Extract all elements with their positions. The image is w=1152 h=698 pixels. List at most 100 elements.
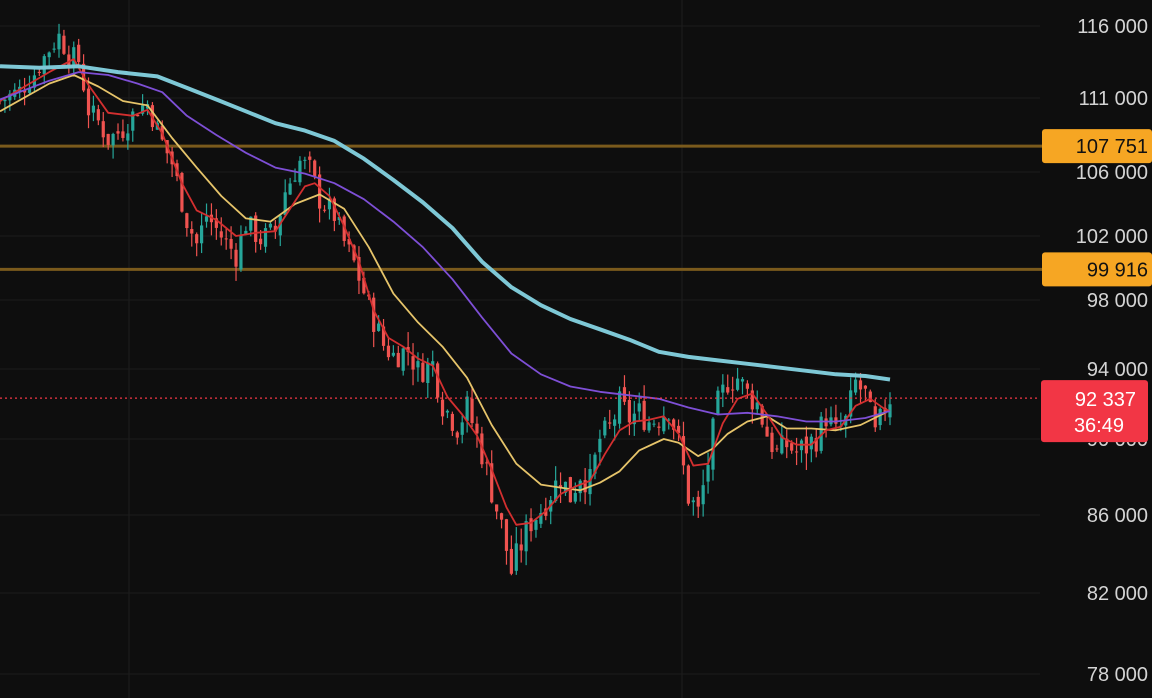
candle-body bbox=[780, 435, 784, 454]
candle-body bbox=[490, 463, 494, 503]
candle-body bbox=[77, 44, 81, 62]
candle-body bbox=[475, 423, 479, 434]
candle-body bbox=[573, 492, 577, 502]
candle-body bbox=[195, 234, 199, 244]
candle-body bbox=[214, 218, 218, 228]
level-tag bbox=[1042, 252, 1152, 287]
candle-body bbox=[706, 464, 710, 482]
candle-body bbox=[853, 379, 858, 393]
candle-body bbox=[445, 410, 450, 413]
level-tag-label: 99 916 bbox=[1087, 259, 1148, 281]
candle-body bbox=[519, 544, 523, 551]
candle-body bbox=[691, 500, 695, 503]
candle-body bbox=[57, 33, 61, 50]
candle-body bbox=[721, 384, 725, 393]
candle-body bbox=[72, 47, 76, 67]
candle-body bbox=[681, 436, 686, 466]
candle-body bbox=[268, 223, 273, 228]
candle-body bbox=[524, 521, 528, 552]
candle-body bbox=[52, 48, 56, 50]
candle-body bbox=[436, 363, 440, 398]
candle-body bbox=[313, 160, 317, 177]
candle-body bbox=[455, 432, 459, 438]
candle-body bbox=[627, 400, 631, 423]
candle-body bbox=[849, 390, 853, 417]
candle-body bbox=[598, 438, 602, 453]
y-tick-label: 116 000 bbox=[1077, 16, 1148, 38]
countdown-label: 36:49 bbox=[1074, 415, 1124, 437]
candle-body bbox=[558, 485, 563, 489]
candle-body bbox=[740, 379, 745, 382]
candle-body bbox=[662, 417, 666, 432]
candle-body bbox=[401, 348, 405, 371]
candle-body bbox=[785, 438, 789, 448]
candle-body bbox=[711, 418, 715, 470]
candle-body bbox=[637, 403, 641, 412]
candle-body bbox=[249, 216, 253, 231]
candle-body bbox=[327, 199, 332, 210]
y-tick-label: 82 000 bbox=[1087, 583, 1148, 605]
candle-body bbox=[790, 443, 794, 451]
candle-body bbox=[347, 239, 351, 245]
current-price-label: 92 337 bbox=[1075, 389, 1136, 411]
candle-body bbox=[652, 423, 656, 425]
candle-body bbox=[539, 512, 543, 524]
candle-body bbox=[190, 229, 194, 234]
horizontal-gridlines bbox=[0, 25, 1040, 675]
candle-body bbox=[396, 352, 400, 368]
candle-body bbox=[332, 198, 336, 221]
moving-averages bbox=[0, 58, 891, 526]
candle-body bbox=[62, 35, 66, 54]
candle-body bbox=[136, 114, 140, 117]
candle-body bbox=[470, 398, 474, 424]
y-tick-label: 94 000 bbox=[1087, 359, 1148, 381]
candle-body bbox=[554, 480, 558, 502]
candle-body bbox=[613, 419, 617, 426]
current-price-tag bbox=[1041, 380, 1148, 443]
candle-body bbox=[809, 436, 813, 450]
candle-body bbox=[696, 496, 700, 507]
candle-body bbox=[716, 390, 720, 415]
candle-body bbox=[411, 356, 415, 370]
moving-average-line bbox=[0, 64, 891, 382]
candle-body bbox=[495, 504, 499, 512]
candle-body bbox=[465, 396, 469, 421]
candle-body bbox=[239, 235, 243, 270]
candle-body bbox=[67, 54, 71, 66]
candle-body bbox=[116, 131, 120, 134]
candle-body bbox=[431, 361, 435, 366]
candle-body bbox=[834, 417, 838, 424]
candle-body bbox=[504, 519, 509, 551]
candle-body bbox=[96, 109, 100, 121]
candle-body bbox=[318, 174, 322, 209]
candle-body bbox=[529, 518, 533, 532]
candle-body bbox=[667, 419, 671, 421]
candle-body bbox=[583, 480, 587, 493]
candle-body bbox=[608, 422, 612, 424]
candle-body bbox=[180, 172, 184, 212]
candle-body bbox=[106, 133, 110, 145]
candle-body bbox=[288, 183, 292, 195]
candle-body bbox=[883, 407, 887, 414]
candle-body bbox=[794, 451, 799, 453]
candle-body bbox=[450, 413, 454, 431]
candle-body bbox=[775, 448, 779, 450]
candle-body bbox=[686, 465, 690, 504]
vertical-gridlines bbox=[128, 0, 683, 698]
candle-body bbox=[322, 209, 327, 211]
candle-body bbox=[563, 481, 568, 493]
candle-body bbox=[765, 426, 769, 437]
candle-body bbox=[259, 238, 263, 245]
candle-body bbox=[676, 425, 681, 433]
candle-body bbox=[140, 105, 145, 114]
y-tick-label: 86 000 bbox=[1087, 505, 1148, 527]
candle-body bbox=[814, 438, 818, 452]
candle-body bbox=[91, 105, 96, 113]
moving-average-line bbox=[0, 58, 891, 526]
candle-body bbox=[863, 385, 868, 389]
level-tag bbox=[1042, 129, 1152, 164]
candle-body bbox=[273, 225, 277, 232]
candle-body bbox=[750, 390, 754, 410]
